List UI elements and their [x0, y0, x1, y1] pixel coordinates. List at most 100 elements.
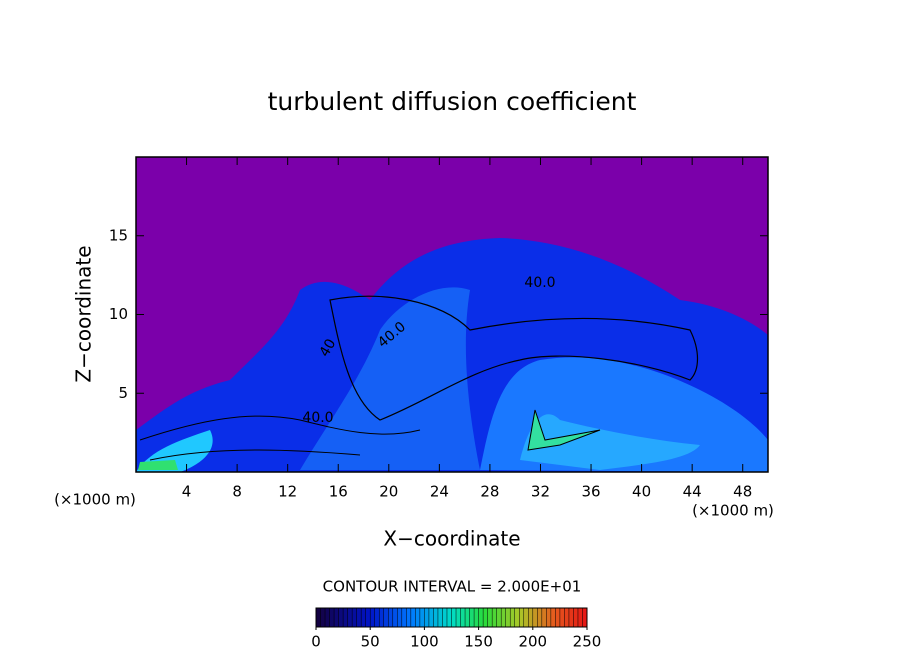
field-region	[527, 409, 601, 451]
colorbar-swatch	[523, 608, 529, 627]
colorbar-swatch	[379, 608, 385, 627]
x-unit-label: (×1000 m)	[54, 491, 136, 509]
colorbar-swatch	[532, 608, 538, 627]
colorbar-swatch	[388, 608, 394, 627]
colorbar-swatch	[361, 608, 367, 627]
colorbar-swatch	[338, 608, 344, 627]
colorbar-swatch	[555, 608, 561, 627]
colorbar-swatch	[456, 608, 462, 627]
colorbar-swatch	[546, 608, 552, 627]
colorbar-swatch	[334, 608, 340, 627]
colorbar-swatch	[320, 608, 326, 627]
colorbar-swatch	[442, 608, 448, 627]
colorbar-swatch	[487, 608, 493, 627]
colorbar-swatch	[460, 608, 466, 627]
colorbar-swatch	[501, 608, 507, 627]
colorbar-swatch	[550, 608, 556, 627]
x-unit-label: (×1000 m)	[692, 502, 774, 520]
colorbar-swatch	[568, 608, 574, 627]
colorbar-swatch	[370, 608, 376, 627]
colorbar-swatch	[446, 608, 452, 627]
colorbar-swatch	[397, 608, 403, 627]
colorbar-swatch	[356, 608, 362, 627]
x-tick-label: 4	[182, 483, 192, 501]
colorbar-swatch	[419, 608, 425, 627]
colorbar-swatch	[541, 608, 547, 627]
colorbar-swatch	[496, 608, 502, 627]
x-tick-label: 28	[480, 483, 499, 501]
colorbar-swatch	[478, 608, 484, 627]
y-axis-label: Z−coordinate	[72, 245, 96, 382]
colorbar-swatch	[325, 608, 331, 627]
field	[136, 157, 768, 472]
contour-line	[139, 415, 421, 461]
colorbar-swatch	[410, 608, 416, 627]
colorbar-swatch	[465, 608, 471, 627]
colorbar-swatch	[374, 608, 380, 627]
colorbar-swatch	[469, 608, 475, 627]
field-region	[300, 287, 480, 470]
contour-interval: CONTOUR INTERVAL = 2.000E+01	[323, 578, 582, 596]
colorbar-swatch	[406, 608, 412, 627]
field-region	[520, 414, 700, 470]
colorbar-tick-label: 150	[464, 633, 493, 651]
x-tick-label: 24	[430, 483, 449, 501]
x-tick-label: 32	[531, 483, 550, 501]
colorbar-tick-label: 0	[311, 633, 321, 651]
x-tick-label: 16	[329, 483, 348, 501]
colorbar-swatch	[365, 608, 371, 627]
contour-line	[329, 295, 699, 421]
colorbar-swatch	[582, 608, 588, 627]
colorbar-swatch	[352, 608, 358, 627]
colorbar-swatch	[519, 608, 525, 627]
colorbar-swatch	[401, 608, 407, 627]
colorbar-tick-label: 200	[518, 633, 547, 651]
colorbar-swatch	[564, 608, 570, 627]
y-tick-label: 10	[109, 305, 128, 323]
colorbar-frame	[315, 607, 588, 628]
colorbar-swatch	[577, 608, 583, 627]
colorbar-swatch	[505, 608, 511, 627]
y-tick-label: 15	[109, 226, 128, 244]
colorbar-swatch	[528, 608, 534, 627]
colorbar-swatch	[492, 608, 498, 627]
colorbar-swatch	[433, 608, 439, 627]
colorbar-swatch	[424, 608, 430, 627]
colorbar-swatch	[343, 608, 349, 627]
y-tick-label: 5	[118, 384, 128, 402]
x-tick-label: 8	[232, 483, 242, 501]
colorbar-swatch	[316, 608, 322, 627]
x-axis-label: X−coordinate	[383, 527, 520, 551]
colorbar-tick-label: 250	[573, 633, 602, 651]
colorbar-swatch	[474, 608, 480, 627]
x-tick-label: 40	[632, 483, 651, 501]
colorbar-swatch	[428, 608, 434, 627]
field-region	[138, 460, 178, 470]
contour-label: 40.0	[302, 410, 333, 426]
colorbar-swatch	[483, 608, 489, 627]
colorbar-swatch	[573, 608, 579, 627]
x-tick-label: 12	[278, 483, 297, 501]
colorbar-swatch	[451, 608, 457, 627]
colorbar-swatch	[383, 608, 389, 627]
colorbar-tick-label: 100	[410, 633, 439, 651]
contour-label: 40	[317, 336, 340, 359]
colorbar-swatch	[329, 608, 335, 627]
x-tick-label: 20	[379, 483, 398, 501]
x-tick-label: 36	[581, 483, 600, 501]
colorbar-swatch	[392, 608, 398, 627]
colorbar-swatch	[559, 608, 565, 627]
colorbar-tick-label: 50	[361, 633, 380, 651]
x-tick-label: 44	[683, 483, 702, 501]
x-tick-label: 48	[733, 483, 752, 501]
contour-label: 40.0	[524, 275, 555, 291]
chart-title: turbulent diffusion coefficient	[268, 87, 637, 116]
colorbar-swatch	[415, 608, 421, 627]
colorbar-swatch	[537, 608, 543, 627]
colorbar-swatch	[347, 608, 353, 627]
colorbar-swatch	[437, 608, 443, 627]
colorbar-swatch	[514, 608, 520, 627]
colorbar-swatch	[510, 608, 516, 627]
